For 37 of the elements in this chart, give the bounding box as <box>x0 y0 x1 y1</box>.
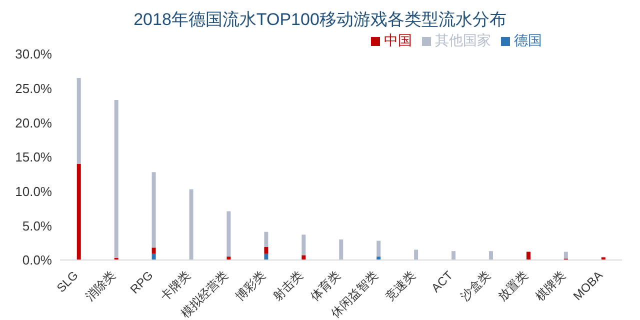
legend-label: 其他国家 <box>435 32 491 48</box>
bar <box>189 189 194 260</box>
bar <box>564 252 568 259</box>
bar <box>76 164 81 260</box>
legend-label: 德国 <box>514 32 542 48</box>
bar <box>414 250 418 260</box>
x-tick-label: 沙盒类 <box>458 268 493 304</box>
bar <box>76 78 81 164</box>
bar <box>114 100 118 258</box>
bar <box>152 172 156 248</box>
bar <box>264 246 268 254</box>
y-tick-label: 0.0% <box>22 252 52 268</box>
x-tick-label: SLG <box>54 268 81 296</box>
bar <box>302 234 306 256</box>
bar <box>339 239 344 260</box>
bar <box>226 211 231 257</box>
chart-title: 2018年德国流水TOP100移动游戏各类型流水分布 <box>132 9 508 31</box>
bar <box>152 248 156 254</box>
legend-label: 中国 <box>384 32 412 48</box>
bar <box>264 232 268 247</box>
bar <box>526 252 530 260</box>
y-tick-label: 10.0% <box>15 184 52 199</box>
y-tick-label: 30.0% <box>15 46 52 62</box>
y-tick-label: 25.0% <box>15 80 52 96</box>
y-tick-label: 20.0% <box>15 115 52 130</box>
x-tick-label: 消除类 <box>82 268 118 304</box>
x-tick-label: 博彩类 <box>232 268 268 304</box>
bar <box>452 251 456 260</box>
y-tick-label: 5.0% <box>22 218 52 234</box>
x-tick-label: 棋牌类 <box>532 268 568 304</box>
bar <box>302 255 306 260</box>
bar <box>376 240 381 257</box>
x-tick-label: 射击类 <box>270 268 306 304</box>
x-tick-label: 放置类 <box>495 268 530 304</box>
x-tick-label: 竞速类 <box>382 268 418 304</box>
y-tick-label: 15.0% <box>15 150 52 165</box>
bar <box>488 251 493 260</box>
